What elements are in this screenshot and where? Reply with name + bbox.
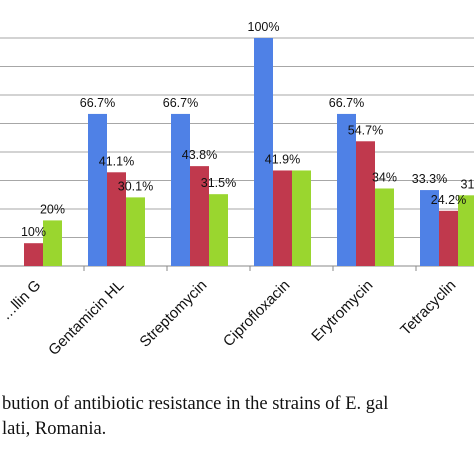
value-label: 66.7% — [80, 96, 115, 110]
bar — [420, 190, 439, 266]
value-labels: 10% 20% 66.7% 41.1% 30.1% 66.7% 43.8% 31.5% 100%… — [21, 20, 474, 239]
bar — [273, 170, 292, 266]
value-label: 66.7% — [329, 96, 364, 110]
bar — [439, 210, 458, 266]
bar — [292, 170, 311, 266]
bar — [458, 195, 474, 266]
category-label: Erytromycin — [308, 277, 376, 345]
value-label: 41.1% — [99, 154, 134, 168]
bar — [190, 166, 209, 266]
category-label: …llin G — [0, 277, 44, 324]
value-label: 20% — [40, 202, 65, 216]
figure-caption: bution of antibiotic resistance in the s… — [2, 392, 474, 442]
category-label: Gentamicin HL — [45, 277, 127, 359]
value-label: 41.9% — [265, 152, 300, 166]
value-label: 54.7% — [348, 123, 383, 137]
category-label: Tetracyclin — [397, 277, 459, 339]
value-label: 34% — [372, 170, 397, 184]
category-label: Streptomycin — [136, 277, 210, 351]
bar — [43, 220, 62, 266]
value-label: 31.5% — [201, 176, 236, 190]
caption-line-2: lati, Romania. — [2, 419, 107, 439]
bar — [88, 113, 107, 266]
category-ticks — [83, 266, 417, 271]
value-label: 31 — [461, 177, 474, 191]
category-label: Ciprofloxacin — [220, 277, 293, 350]
value-label: 30.1% — [118, 179, 153, 193]
bar — [337, 113, 356, 266]
bar — [107, 172, 126, 266]
bars — [24, 38, 474, 266]
bar — [375, 188, 394, 266]
bar — [254, 38, 273, 266]
value-label: 66.7% — [163, 96, 198, 110]
bar-chart: 10% 20% 66.7% 41.1% 30.1% 66.7% 43.8% 31.5% 100%… — [0, 20, 474, 359]
value-label: 33.3% — [412, 172, 447, 186]
gridlines — [0, 37, 474, 267]
value-label: 100% — [248, 20, 280, 34]
bar — [126, 197, 145, 266]
value-label: 43.8% — [182, 148, 217, 162]
caption-line-1: bution of antibiotic resistance in the s… — [2, 394, 389, 414]
bar — [24, 243, 43, 266]
value-label: 24.2% — [431, 193, 466, 207]
bar — [356, 141, 375, 266]
category-labels: …llin G Gentamicin HL Streptomycin Ciproflo… — [0, 277, 459, 359]
value-label: 10% — [21, 225, 46, 239]
bar — [209, 194, 228, 266]
bar — [171, 113, 190, 266]
